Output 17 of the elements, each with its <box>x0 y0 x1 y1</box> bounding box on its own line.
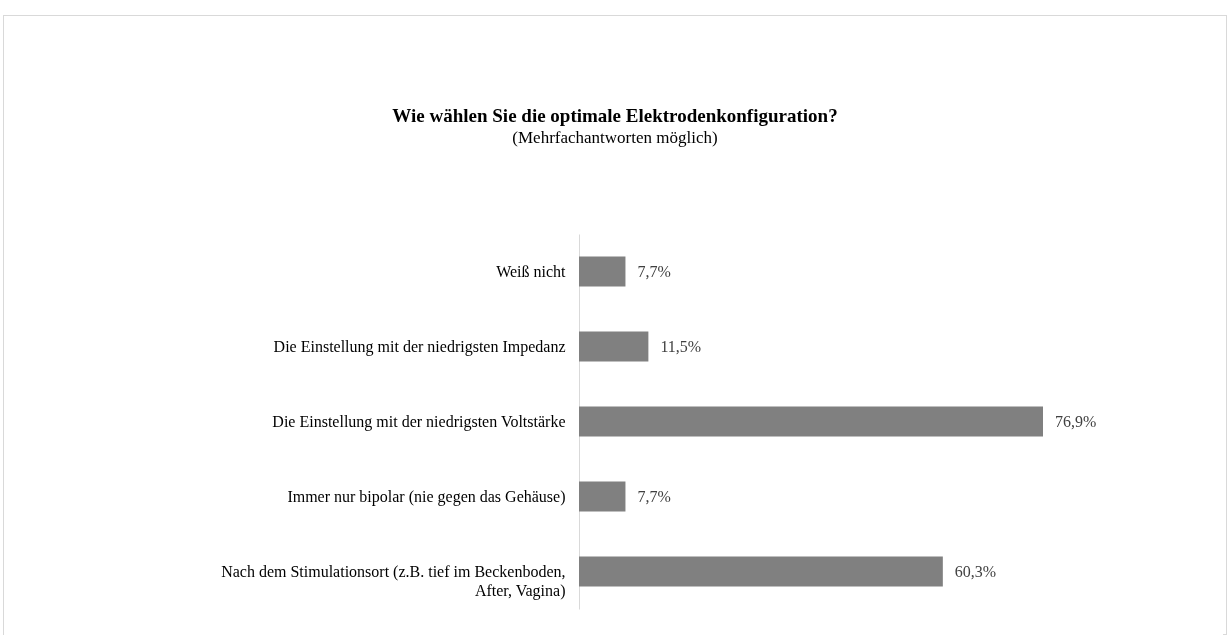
bar <box>579 481 626 512</box>
data-label: 7,7% <box>637 262 671 280</box>
y-tick-label: Die Einstellung mit der niedrigsten Impedanz <box>273 337 566 356</box>
data-label: 7,7% <box>637 487 671 505</box>
bar <box>579 331 649 362</box>
data-label: 60,3% <box>954 562 997 580</box>
chart-title: Wie wählen Sie die optimale Elektrodenkonfiguration? <box>392 105 838 126</box>
chart-subtitle: (Mehrfachantworten möglich) <box>512 128 718 147</box>
y-tick-label: Immer nur bipolar (nie gegen das Gehäuse) <box>287 487 566 506</box>
data-label: 76,9% <box>1055 412 1097 430</box>
bar <box>579 556 943 587</box>
data-label: 11,5% <box>660 337 702 355</box>
bar <box>579 406 1043 437</box>
y-tick-label: Nach dem Stimulationsort (z.B. tief im Beckenboden, After, Vagina) <box>221 562 566 600</box>
y-tick-label: Weiß nicht <box>496 262 567 280</box>
y-tick-label: Die Einstellung mit der niedrigsten Voltstärke <box>272 412 566 431</box>
bar <box>579 256 626 287</box>
